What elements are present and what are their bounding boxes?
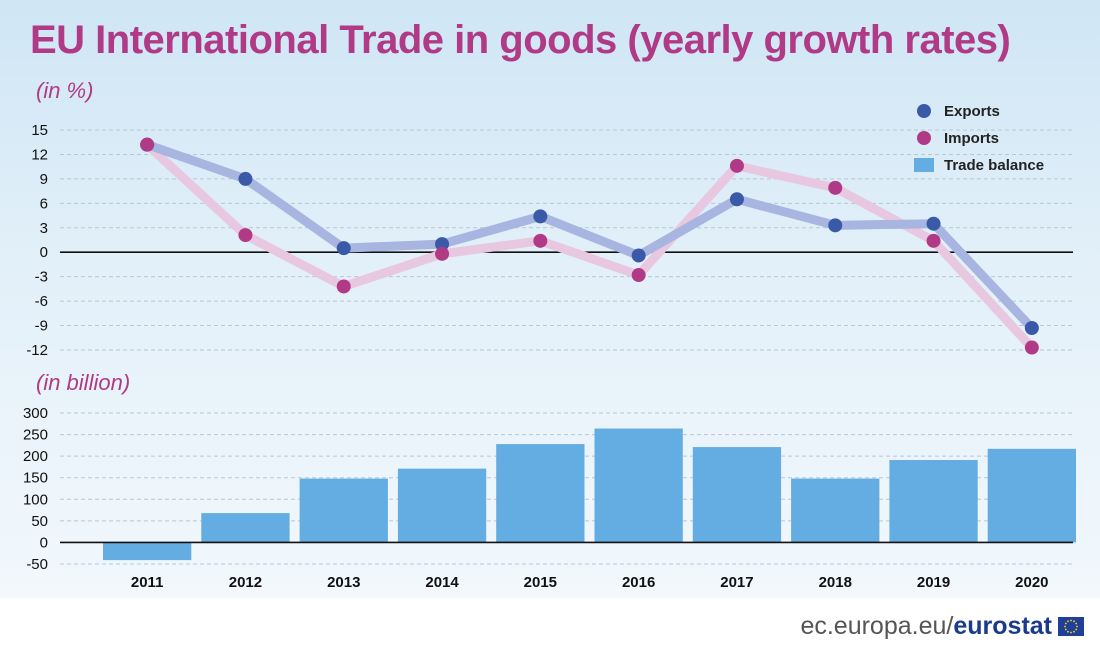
x-category-label: 2019 [917,574,950,591]
exports-point [336,241,351,256]
trade-balance-bar [594,428,683,543]
exports-point [533,209,548,224]
y-tick-label: 0 [40,244,48,261]
imports-point [238,228,253,243]
x-category-label: 2015 [524,574,557,591]
imports-point [828,180,843,195]
chart-title: EU International Trade in goods (yearly … [30,18,1011,62]
x-category-label: 2016 [622,574,655,591]
imports-point [336,279,351,294]
x-category-label: 2011 [131,574,164,591]
y-tick-label: 3 [40,220,48,237]
trade-balance-bar [299,478,388,543]
trade-balance-legend-marker [914,158,934,172]
y-tick-label: 6 [40,195,48,212]
y-tick-label: -50 [26,556,48,573]
exports-series-line [142,140,1037,333]
imports-point [631,268,646,283]
exports-legend-marker [917,104,931,118]
imports-point [729,158,744,173]
exports-point [631,248,646,263]
eu-flag-star [1076,625,1078,627]
trade-balance-bar [103,542,192,561]
y-tick-label: 200 [23,448,48,465]
chart-svg: 15 12 9 6 3 0 -3 -6 -9 -12 Exports Imports Trade bal… [23,103,1076,591]
y-tick-label: -12 [26,342,48,359]
x-category-label: 2014 [425,574,459,591]
growth-unit-label: (in %) [36,78,94,103]
y-tick-label: -9 [35,318,48,335]
exports-point [238,171,253,186]
y-tick-label: 15 [31,122,48,139]
eu-flag-star [1064,625,1066,627]
eu-flag-star [1073,630,1075,633]
y-tick-label: 50 [31,513,48,530]
footer-brand: eurostat [953,611,1052,640]
footer-site: ec.europa.eu/ [800,611,954,640]
trade-balance-bar [692,447,782,543]
y-tick-label: -6 [35,293,48,310]
eu-flag-star [1075,628,1078,630]
exports-point [1024,321,1039,335]
eu-flag-icon [1058,616,1084,636]
trade-balance-bar [889,460,978,543]
balance-unit-label: (in billion) [36,370,131,395]
trade-balance-bar [201,513,290,543]
footer-source[interactable]: ec.europa.eu/eurostat [800,612,1052,641]
footer: ec.europa.eu/eurostat [800,612,1084,640]
y-tick-label: 100 [23,491,48,508]
eu-flag-star [1064,628,1067,630]
trade-balance-bar [397,468,487,543]
imports-point [533,233,548,248]
x-category-label: 2018 [819,574,852,591]
eu-flag-star [1075,622,1078,624]
eu-flag-star [1070,631,1072,633]
exports-point [828,218,843,233]
x-category-label: 2020 [1015,574,1048,591]
x-category-label: 2017 [720,574,753,591]
eu-flag-star [1067,619,1069,622]
eu-flag-star [1064,622,1067,624]
eu-flag-star [1067,630,1069,633]
eu-flag-star [1073,619,1075,622]
y-tick-label: 9 [40,171,48,188]
imports-point [140,137,155,152]
y-tick-label: 250 [23,427,48,444]
exports-point [729,192,744,207]
x-category-label: 2012 [229,574,262,591]
imports-point [926,233,941,248]
y-tick-label: -3 [35,269,48,286]
y-tick-label: 12 [31,146,48,163]
trade-balance-bar [496,444,585,543]
imports-series-line [142,140,1037,353]
imports-point [435,246,450,261]
x-category-label: 2013 [327,574,360,591]
y-tick-label: 300 [23,405,48,422]
exports-legend-label: Exports [944,103,1000,120]
y-tick-label: 150 [23,470,48,487]
trade-balance-bar [791,478,880,543]
imports-legend-marker [917,131,931,145]
imports-point [1024,340,1039,355]
eu-flag-star [1070,619,1072,621]
exports-point [435,237,450,252]
exports-point [926,216,941,231]
trade-balance-bar [987,448,1076,543]
imports-legend-label: Imports [944,130,999,147]
trade-balance-legend-label: Trade balance [944,157,1044,174]
y-tick-label: 0 [40,534,48,551]
